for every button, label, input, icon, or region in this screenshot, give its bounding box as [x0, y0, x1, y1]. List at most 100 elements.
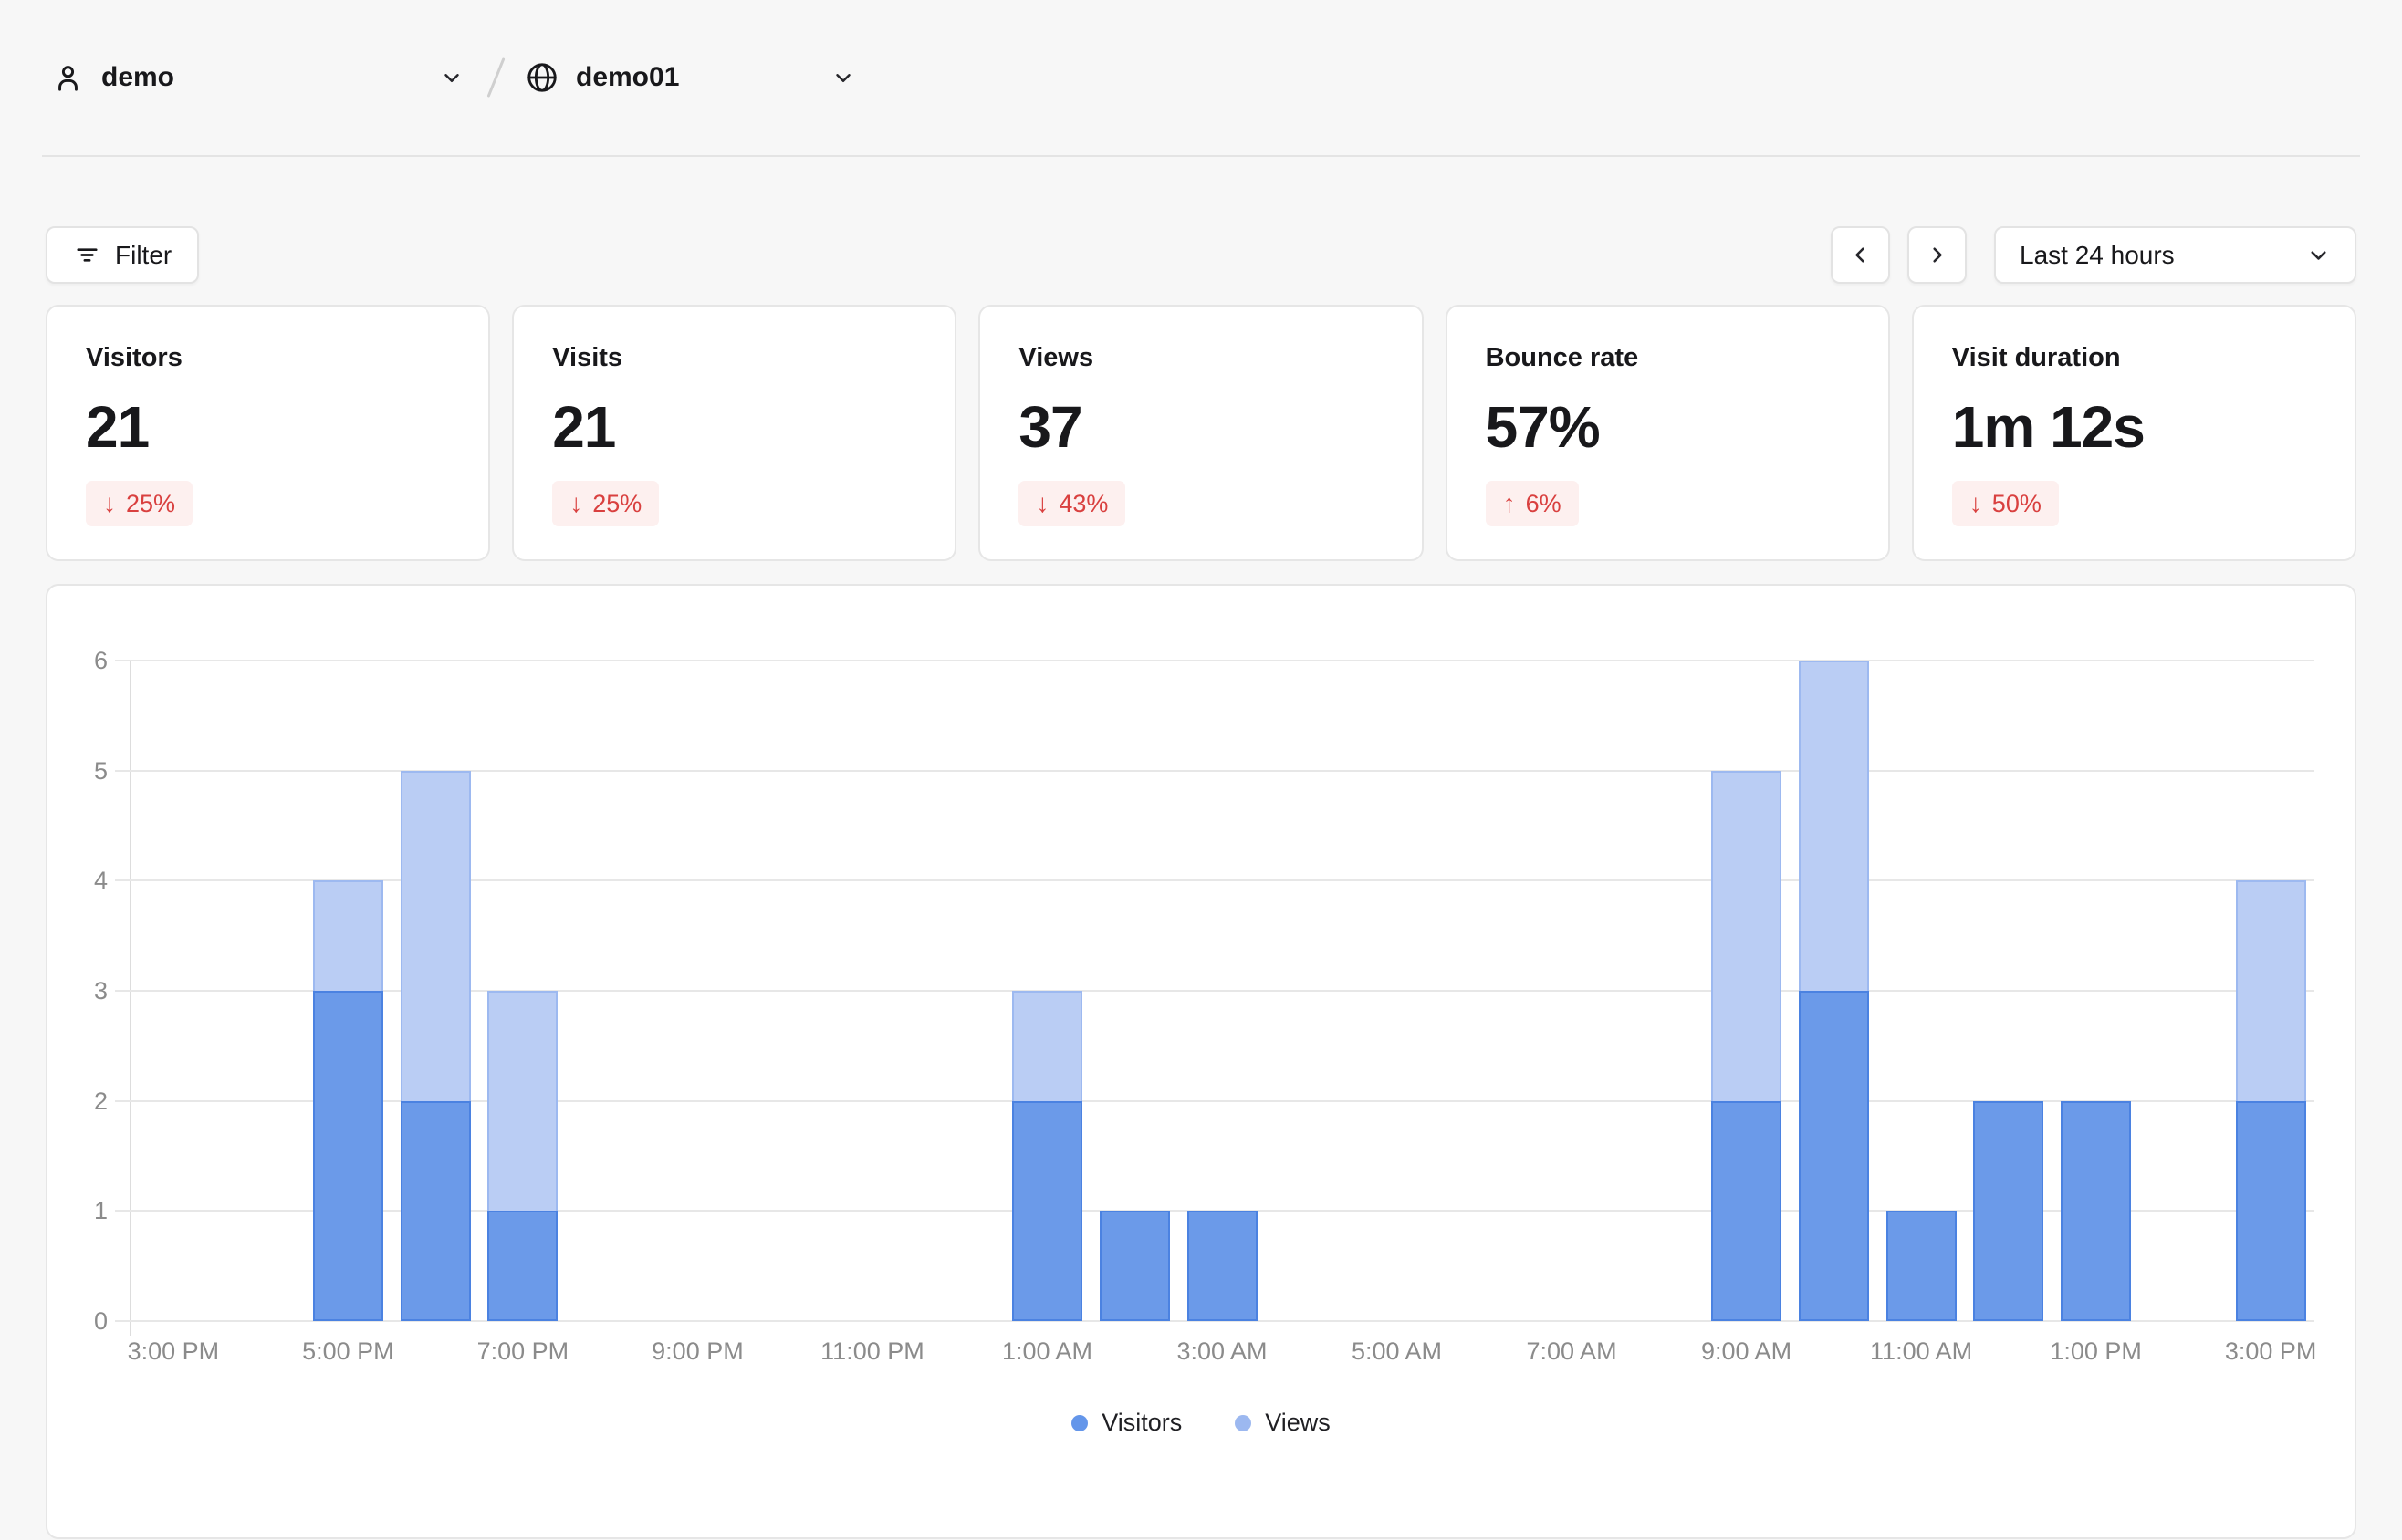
change-arrow-icon: ↓: [1969, 489, 1982, 517]
bar-visitors: [400, 1100, 471, 1321]
metric-change-badge: ↓ 25%: [86, 481, 193, 526]
chevron-right-icon: [1925, 243, 1949, 267]
traffic-chart-card: 0 1 2 3 4 5 6 3:00 PM 5:00 PM 7:00 PM 9:00 PM 11:00…: [46, 584, 2356, 1539]
metric-value: 1m 12s: [1951, 394, 2146, 460]
metric-change-badge: ↓ 43%: [1018, 481, 1126, 526]
metric-label: Visitors: [86, 343, 183, 372]
chevron-down-icon: [2306, 243, 2331, 267]
chevron-left-icon: [1848, 243, 1873, 267]
legend-label: Views: [1265, 1409, 1331, 1436]
next-period-button[interactable]: [1907, 226, 1967, 284]
metric-card: Visits 21 ↓ 25%: [512, 305, 957, 561]
y-axis-line: [130, 661, 131, 1336]
metric-label: Visit duration: [1951, 343, 2121, 372]
metric-value: 21: [552, 394, 616, 460]
gridline: [115, 1099, 2314, 1102]
metric-card: Visit duration 1m 12s ↓ 50%: [1911, 305, 2356, 561]
team-name: demo: [101, 62, 175, 92]
metric-change-badge: ↓ 25%: [552, 481, 660, 526]
previous-period-button[interactable]: [1831, 226, 1890, 284]
change-percent: 25%: [592, 489, 642, 517]
y-axis-label: 1: [93, 1197, 108, 1225]
metric-value: 21: [86, 394, 150, 460]
metric-label: Views: [1018, 343, 1094, 372]
x-axis-label: 5:00 AM: [1351, 1337, 1443, 1365]
bar-visitors: [1711, 1100, 1782, 1321]
globe-icon: [525, 60, 559, 95]
bar-visitors: [1011, 1100, 1082, 1321]
bar-visitors: [2235, 1100, 2306, 1321]
header-divider: [42, 155, 2360, 157]
x-axis-label: 11:00 AM: [1870, 1337, 1973, 1365]
x-axis-label: 9:00 PM: [652, 1337, 744, 1365]
bar-visitors: [1973, 1100, 2044, 1321]
metric-card: Bounce rate 57% ↑ 6%: [1445, 305, 1890, 561]
bar-visitors: [312, 991, 383, 1321]
x-axis-label: 7:00 PM: [476, 1337, 569, 1365]
date-range-select[interactable]: Last 24 hours: [1994, 226, 2356, 284]
x-axis-label: 5:00 PM: [302, 1337, 394, 1365]
filter-lines-icon: [73, 241, 101, 269]
y-axis-label: 4: [93, 867, 108, 895]
y-axis-label: 2: [93, 1087, 108, 1115]
y-axis-label: 0: [93, 1307, 108, 1335]
x-axis-label: 11:00 PM: [820, 1337, 924, 1365]
date-range-value: Last 24 hours: [2020, 240, 2175, 269]
gridline: [115, 1320, 2314, 1322]
legend-item-views[interactable]: Views: [1235, 1409, 1331, 1437]
x-axis-label: 9:00 AM: [1701, 1337, 1792, 1365]
y-axis-label: 3: [93, 977, 108, 1004]
bar-visitors: [487, 1211, 559, 1321]
change-arrow-icon: ↑: [1502, 489, 1516, 517]
x-axis-label: 1:00 PM: [2050, 1337, 2142, 1365]
y-axis-label: 6: [93, 647, 108, 674]
metric-card: Visitors 21 ↓ 25%: [46, 305, 491, 561]
bar-visitors: [2061, 1100, 2132, 1321]
y-axis-label: 5: [93, 756, 108, 785]
bar-visitors: [1885, 1211, 1957, 1321]
metric-card: Views 37 ↓ 43%: [978, 305, 1424, 561]
chart-legend: Visitors Views: [47, 1409, 2355, 1437]
metrics-row: Visitors 21 ↓ 25% Visits 21 ↓ 25% Views …: [46, 305, 2356, 561]
legend-dot-icon: [1071, 1414, 1089, 1431]
change-arrow-icon: ↓: [103, 489, 116, 517]
metric-value: 57%: [1485, 394, 1601, 460]
x-axis-label: 3:00 PM: [2224, 1337, 2317, 1365]
date-controls: Last 24 hours: [1831, 226, 2356, 284]
filter-button-label: Filter: [115, 240, 172, 269]
legend-label: Visitors: [1102, 1409, 1183, 1436]
filter-button[interactable]: Filter: [46, 226, 200, 284]
x-axis-label: 7:00 AM: [1526, 1337, 1617, 1365]
gridline: [115, 660, 2314, 661]
bar-visitors: [1798, 991, 1869, 1321]
legend-item-visitors[interactable]: Visitors: [1071, 1409, 1182, 1437]
change-percent: 50%: [1991, 489, 2042, 517]
team-picker[interactable]: demo: [51, 61, 464, 95]
gridline: [115, 990, 2314, 992]
slash-divider: [486, 57, 506, 98]
change-percent: 43%: [1059, 489, 1109, 517]
change-percent: 6%: [1525, 489, 1561, 517]
x-axis-label: 3:00 AM: [1176, 1337, 1268, 1365]
gridline: [115, 769, 2314, 772]
legend-dot-icon: [1235, 1414, 1252, 1431]
user-icon: [51, 61, 85, 95]
gridline: [115, 879, 2314, 882]
chevron-down-icon: [440, 66, 464, 89]
change-percent: 25%: [126, 489, 176, 517]
chevron-down-icon: [831, 66, 855, 89]
website-name: demo01: [576, 62, 680, 92]
change-arrow-icon: ↓: [1036, 489, 1050, 517]
metric-label: Bounce rate: [1485, 343, 1639, 372]
metric-change-badge: ↓ 50%: [1951, 481, 2059, 526]
website-picker[interactable]: demo01: [525, 60, 855, 95]
toolbar: Filter Last 24 hours: [46, 226, 2356, 284]
metric-change-badge: ↑ 6%: [1485, 481, 1579, 526]
bar-visitors: [1186, 1211, 1258, 1321]
gridline: [115, 1210, 2314, 1212]
x-axis-label: 3:00 PM: [127, 1337, 220, 1365]
header: demo demo01: [0, 0, 2402, 155]
metric-label: Visits: [552, 343, 623, 372]
x-axis-label: 1:00 AM: [1001, 1337, 1092, 1365]
change-arrow-icon: ↓: [569, 489, 583, 517]
